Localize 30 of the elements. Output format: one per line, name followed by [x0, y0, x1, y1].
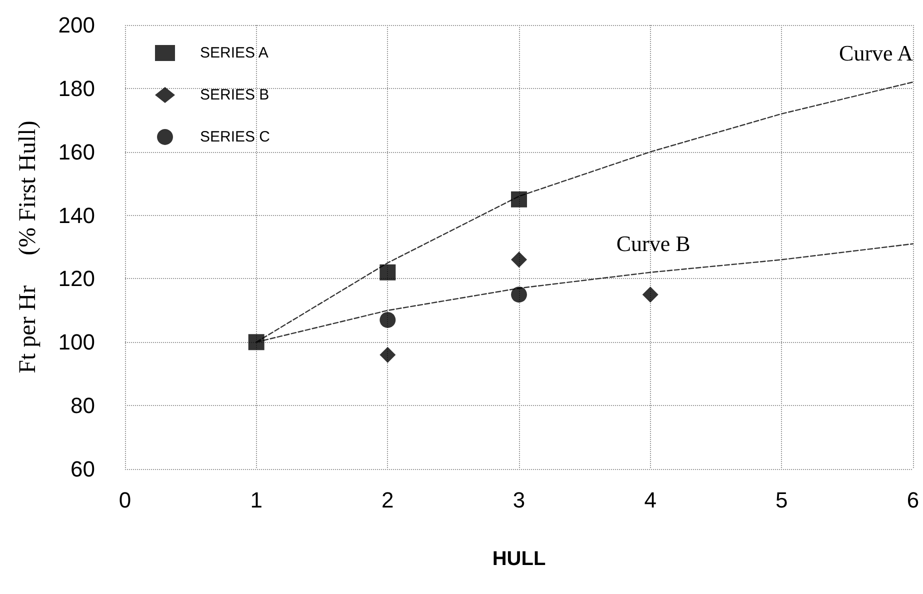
point [380, 346, 396, 363]
x-tick-label: 1 [250, 488, 262, 512]
legend-label: SERIES A [200, 44, 268, 62]
x-tick-label: 3 [512, 488, 526, 512]
point [511, 191, 527, 208]
annotation: Curve A [839, 40, 914, 66]
point [380, 264, 396, 280]
y-tick-label: 180 [58, 76, 95, 101]
point [248, 334, 264, 350]
x-tick-label: 6 [906, 488, 920, 512]
x-tick-label: 2 [382, 488, 394, 512]
y-tick-label: 140 [58, 202, 95, 228]
y-axis-title: Ft per Hr (% First Hull) [15, 120, 41, 374]
x-tick-label: 4 [644, 488, 656, 512]
legend-label: SERIES B [200, 86, 270, 104]
y-tick-label: 80 [70, 393, 95, 418]
legend-label: SERIES C [200, 128, 270, 146]
y-tick-label: 120 [58, 266, 95, 292]
annotation: Curve B [616, 230, 690, 256]
point [511, 286, 527, 303]
point [511, 252, 527, 268]
y-tick-label: 160 [58, 139, 95, 164]
x-tick-label: 0 [118, 488, 132, 512]
point [380, 312, 396, 328]
x-axis-title: HULL [492, 548, 546, 570]
point [642, 286, 658, 303]
y-tick-label: 200 [58, 12, 95, 38]
y-tick-label: 100 [58, 330, 95, 355]
x-tick-label: 5 [776, 488, 788, 512]
y-tick-label: 60 [70, 456, 95, 482]
